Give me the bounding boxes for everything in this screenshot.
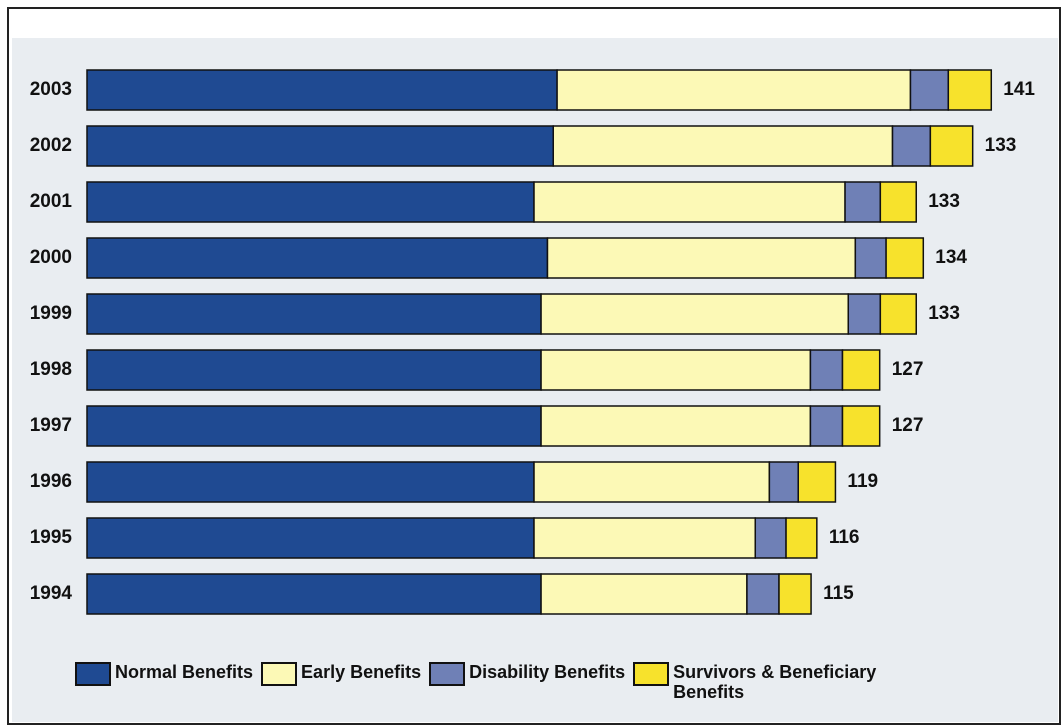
legend-swatch (429, 662, 466, 686)
bar-segment (86, 69, 558, 111)
bar-segment (540, 573, 748, 615)
bar-segment (797, 461, 837, 503)
total-label: 119 (847, 471, 878, 492)
bar-segment (854, 237, 887, 279)
legend-item: Survivors & Beneficiary Benefits (633, 662, 923, 702)
bar-segment (841, 405, 881, 447)
y-tick-label: 1994 (30, 583, 73, 604)
y-tick-label: 1998 (30, 359, 72, 380)
bar-segment (778, 573, 812, 615)
bar-segment (86, 237, 549, 279)
total-label: 133 (928, 303, 960, 324)
legend-label: Survivors & Beneficiary Benefits (673, 662, 877, 702)
bar-segment (929, 125, 974, 167)
bar-segment (844, 181, 882, 223)
y-tick-label: 1999 (30, 303, 72, 324)
bar-segment (809, 349, 844, 391)
total-label: 133 (985, 135, 1017, 156)
bar-segment (86, 573, 542, 615)
bar-segment (540, 349, 812, 391)
bar-segment (885, 237, 925, 279)
bar-segment (86, 349, 542, 391)
y-tick-label: 2001 (30, 191, 73, 212)
bar-segment (909, 69, 950, 111)
y-tick-label: 1997 (30, 415, 72, 436)
y-tick-label: 1995 (30, 527, 73, 548)
bar-segment (785, 517, 818, 559)
y-tick-label: 2003 (30, 79, 72, 100)
legend-item: Normal Benefits (75, 662, 253, 702)
legend-item: Early Benefits (261, 662, 421, 702)
bar-segment (746, 573, 780, 615)
y-tick-label: 2000 (30, 247, 72, 268)
bar-segment (86, 125, 554, 167)
bar-segment (540, 293, 850, 335)
y-tick-label: 2002 (30, 135, 72, 156)
legend-swatch (633, 662, 670, 686)
bar-segment (891, 125, 932, 167)
bar-segment (533, 461, 771, 503)
total-label: 127 (892, 415, 924, 436)
legend-label: Disability Benefits (469, 662, 626, 682)
bar-segment (86, 517, 535, 559)
total-label: 141 (1003, 79, 1035, 100)
bar-segment (879, 181, 917, 223)
total-label: 116 (829, 527, 860, 548)
bar-segment (540, 405, 812, 447)
bar-segment (86, 181, 535, 223)
bar-segment (86, 405, 542, 447)
bar-segment (86, 293, 542, 335)
legend-swatch (261, 662, 298, 686)
legend-label: Normal Benefits (115, 662, 254, 682)
bar-segment (533, 181, 846, 223)
legend: Normal Benefits Early Benefits Disability … (75, 662, 923, 702)
bar-segment (947, 69, 993, 111)
bar-segment (847, 293, 882, 335)
total-label: 115 (823, 583, 854, 604)
bar-segment (552, 125, 894, 167)
y-tick-label: 1996 (30, 471, 72, 492)
bar-segment (86, 461, 535, 503)
legend-item: Disability Benefits (429, 662, 625, 702)
total-label: 134 (935, 247, 967, 268)
bar-segment (809, 405, 844, 447)
bar-segment (841, 349, 881, 391)
bar-segment (533, 517, 757, 559)
bar-segment (754, 517, 787, 559)
bar-segment (546, 237, 857, 279)
bar-segment (768, 461, 799, 503)
total-label: 127 (892, 359, 924, 380)
bar-segment (556, 69, 912, 111)
bar-segment (879, 293, 917, 335)
legend-label: Early Benefits (301, 662, 422, 682)
total-label: 133 (928, 191, 960, 212)
legend-swatch (75, 662, 111, 686)
